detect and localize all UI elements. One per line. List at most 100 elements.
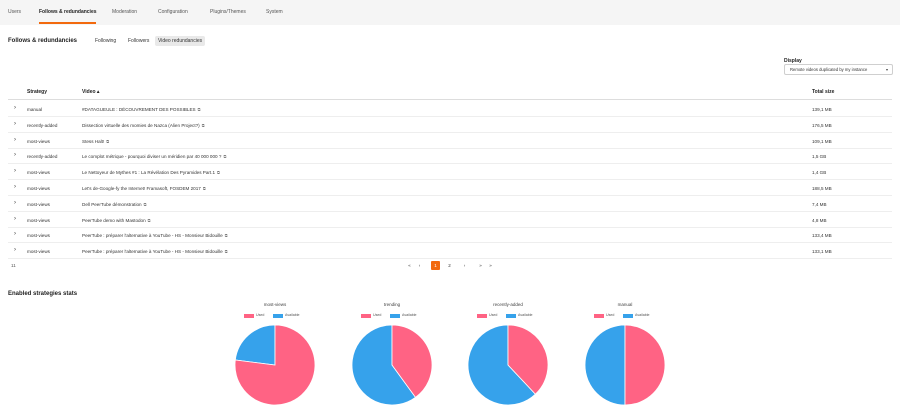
pie-slice-used[interactable] bbox=[234, 324, 316, 406]
legend-available-label: Available bbox=[518, 313, 533, 317]
row-video-link[interactable]: PeerTube : préparer l'alternative à YouT… bbox=[82, 233, 228, 238]
legend-available-swatch[interactable] bbox=[506, 313, 516, 318]
pagination-last-page-button[interactable]: » bbox=[489, 263, 492, 268]
expand-row-icon[interactable]: › bbox=[14, 168, 16, 175]
table-row[interactable]: › most-views PeerTube : préparer l'alterna… bbox=[8, 244, 892, 260]
expand-row-icon[interactable]: › bbox=[14, 105, 16, 111]
strategies-stats-title: Enabled strategies stats bbox=[8, 291, 78, 297]
row-video-link[interactable]: Dissection virtuelle des momies de Nazca… bbox=[82, 123, 205, 128]
row-strategy: most-views bbox=[27, 186, 50, 191]
pagination-page-1[interactable]: 1 bbox=[431, 261, 440, 270]
legend-available-swatch[interactable] bbox=[390, 313, 400, 318]
row-video-title: Le Nettoyeur de Mythes #1 : La Révélatio… bbox=[82, 170, 216, 176]
legend-used-swatch[interactable] bbox=[244, 313, 254, 318]
row-video-link[interactable]: Le Nettoyeur de Mythes #1 : La Révélatio… bbox=[82, 170, 220, 175]
top-navigation: Users Follows & redundancies Moderation … bbox=[0, 0, 900, 25]
tab-configuration[interactable]: Configuration bbox=[158, 9, 188, 15]
row-video-title: PeerTube demo with Mastodon bbox=[82, 217, 146, 223]
row-total-size: 1,4 GB bbox=[812, 170, 827, 176]
legend-used-swatch[interactable] bbox=[594, 313, 604, 318]
pie-slice-available[interactable] bbox=[467, 324, 536, 406]
row-strategy: most-views bbox=[27, 217, 50, 223]
strategy-pie-chart: trending Used Available bbox=[347, 302, 437, 412]
row-video-title: Dissection virtuelle des momies de Nazca… bbox=[82, 122, 200, 128]
display-select[interactable]: Remote videos duplicated by my instance … bbox=[784, 64, 893, 75]
tab-users[interactable]: Users bbox=[8, 9, 22, 15]
legend-used-label: Used bbox=[489, 313, 498, 317]
row-video-title: Let's de-Google-fy the Internet! Framaso… bbox=[82, 186, 201, 191]
expand-row-icon[interactable]: › bbox=[14, 152, 16, 159]
legend-used-swatch[interactable] bbox=[361, 313, 371, 318]
total-count: 11 bbox=[11, 263, 16, 268]
strategy-pie-chart: manual Used Available bbox=[580, 302, 670, 412]
expand-row-icon[interactable]: › bbox=[14, 199, 16, 206]
table-row[interactable]: › most-views Le Nettoyeur de Mythes #1 : L… bbox=[8, 165, 892, 181]
row-video-link[interactable]: Stess Halt! ⧉ bbox=[82, 139, 109, 144]
pagination-prev-button[interactable]: ‹ bbox=[418, 263, 421, 268]
expand-row-icon[interactable]: › bbox=[14, 231, 16, 238]
pie-slice-used[interactable] bbox=[391, 324, 433, 398]
row-video-title: Stess Halt! bbox=[82, 138, 105, 144]
subtab-video-redundancies[interactable]: Video redundancies bbox=[155, 36, 206, 46]
expand-row-icon[interactable]: › bbox=[14, 120, 16, 127]
row-total-size: 133,1 MB bbox=[812, 249, 832, 255]
strategy-pie-chart: recently-added Used Available bbox=[463, 302, 553, 412]
expand-row-icon[interactable]: › bbox=[14, 215, 16, 222]
table-row[interactable]: › most-views Stess Halt! ⧉ 109,1 MB bbox=[8, 134, 892, 149]
table-row[interactable]: › most-views Let's de-Google-fy the Intern… bbox=[8, 181, 892, 196]
tab-moderation[interactable]: Moderation bbox=[112, 9, 138, 15]
display-label: Display bbox=[784, 58, 802, 64]
row-video-title: PeerTube : préparer l'alternative à YouT… bbox=[82, 249, 223, 255]
column-header-total-size[interactable]: Total size bbox=[812, 89, 835, 95]
tab-plugins-themes[interactable]: Plugins/Themes bbox=[210, 9, 246, 15]
table-row[interactable]: › most-views PeerTube demo with Mastodon ⧉ 4… bbox=[8, 213, 892, 228]
row-video-link[interactable]: Let's de-Google-fy the Internet! Framaso… bbox=[82, 186, 206, 191]
subtab-following[interactable]: Following bbox=[95, 38, 117, 44]
tab-follows-redundancies[interactable]: Follows & redundancies bbox=[39, 9, 97, 15]
external-link-icon: ⧉ bbox=[224, 233, 228, 239]
row-total-size: 188,5 MB bbox=[812, 186, 832, 191]
table-row[interactable]: › most-views PeerTube : préparer l'alterna… bbox=[8, 228, 892, 244]
expand-row-icon[interactable]: › bbox=[14, 184, 16, 190]
row-total-size: 133,4 MB bbox=[812, 233, 832, 239]
legend-used-swatch[interactable] bbox=[477, 313, 487, 318]
row-video-link[interactable]: Dell PeerTube démonstration ⧉ bbox=[82, 202, 146, 207]
table-row[interactable]: › recently-added Le complot métrique - pou… bbox=[8, 149, 892, 165]
pie-svg bbox=[351, 324, 433, 406]
pagination-next-button[interactable]: › bbox=[463, 263, 466, 268]
subtab-followers[interactable]: Followers bbox=[128, 38, 150, 44]
pagination-page-2[interactable]: 2 bbox=[448, 263, 451, 268]
row-video-link[interactable]: Le complot métrique - pourquoi diviser u… bbox=[82, 154, 226, 159]
legend-used-label: Used bbox=[373, 313, 382, 317]
legend-available-swatch[interactable] bbox=[273, 313, 283, 318]
row-total-size: 176,5 MB bbox=[812, 122, 832, 128]
tab-system[interactable]: System bbox=[266, 9, 283, 15]
legend-available-label: Available bbox=[402, 313, 417, 317]
row-total-size: 4,8 MB bbox=[812, 217, 827, 223]
row-strategy: most-views bbox=[27, 249, 50, 255]
legend-available-swatch[interactable] bbox=[623, 313, 633, 318]
pie-slice-used[interactable] bbox=[507, 324, 549, 395]
row-video-link[interactable]: PeerTube : préparer l'alternative à YouT… bbox=[82, 249, 228, 254]
column-header-strategy[interactable]: Strategy bbox=[27, 89, 48, 95]
expand-row-icon[interactable]: › bbox=[14, 136, 16, 143]
row-total-size: 109,1 MB bbox=[812, 138, 832, 144]
pagination-last-button[interactable]: » bbox=[479, 263, 482, 268]
table-row[interactable]: › recently-added Dissection virtuelle des … bbox=[8, 118, 892, 133]
pie-slice-available[interactable] bbox=[234, 324, 276, 366]
row-strategy: most-views bbox=[27, 233, 50, 239]
row-strategy: most-views bbox=[27, 201, 50, 207]
row-video-link[interactable]: PeerTube demo with Mastodon ⧉ bbox=[82, 218, 151, 223]
row-strategy: most-views bbox=[27, 138, 50, 144]
table-row[interactable]: › manual #DATAGUEULE : DÉCOUVREMENT DES PO… bbox=[8, 102, 892, 117]
pagination-first-button[interactable]: « bbox=[408, 263, 411, 268]
column-header-video[interactable]: Video ▴ bbox=[82, 89, 100, 95]
pie-slice-available[interactable] bbox=[584, 324, 626, 406]
pie-slice-available[interactable] bbox=[351, 324, 417, 406]
row-video-link[interactable]: #DATAGUEULE : DÉCOUVREMENT DES POSSIBLES… bbox=[82, 107, 200, 112]
row-total-size: 139,1 MB bbox=[812, 107, 832, 112]
pie-slice-used[interactable] bbox=[624, 324, 666, 406]
active-tab-indicator bbox=[39, 22, 96, 24]
expand-row-icon[interactable]: › bbox=[14, 247, 16, 254]
table-row[interactable]: › most-views Dell PeerTube démonstration ⧉ 7… bbox=[8, 197, 892, 212]
